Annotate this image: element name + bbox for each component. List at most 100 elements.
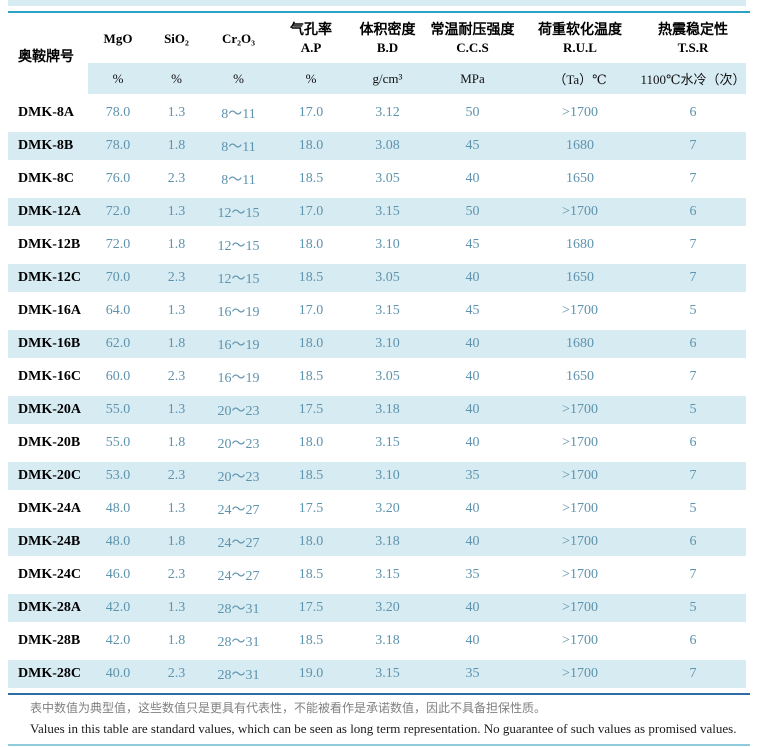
value-cell-sio2: 1.8 — [167, 435, 186, 450]
value-cell-rul: 1680 — [566, 237, 594, 252]
value-cell-mgo: 48.0 — [105, 534, 131, 549]
value-cell-mgo: 42.0 — [105, 600, 131, 615]
value-cell-bd: 3.15 — [375, 435, 400, 450]
value-cell-tsr: 7 — [689, 171, 697, 186]
value-cell-mgo: 42.0 — [105, 633, 131, 648]
value-cell-mgo: 76.0 — [105, 171, 131, 186]
table-header: 奥鞍牌号 MgO SiO₂ Cr₂O₃ 气孔率 — [8, 18, 746, 94]
value-cell-sio2: 1.3 — [167, 600, 186, 615]
unit-cell: 1100℃水冷（次） — [640, 63, 746, 94]
value-cell-tsr: 7 — [689, 666, 697, 681]
value-cell-cr2o3: 20～23 — [217, 404, 260, 419]
grade-cell: DMK-28A — [18, 600, 81, 615]
column-header-abbr: R.U.L — [563, 40, 597, 55]
value-cell-ccs: 35 — [465, 567, 480, 582]
value-cell-tsr: 5 — [689, 501, 697, 516]
value-cell-cr2o3: 28～31 — [217, 668, 260, 683]
table-row: DMK-12C 70.0 2.3 12～15 18.5 3.05 40 1650… — [8, 264, 746, 292]
table-row: DMK-8A 78.0 1.3 8～11 17.0 3.12 50 >1700 … — [8, 99, 746, 127]
value-cell-ap: 18.0 — [298, 336, 324, 351]
grade-cell: DMK-12A — [18, 204, 81, 219]
value-cell-tsr: 6 — [689, 435, 697, 450]
value-cell-bd: 3.15 — [375, 303, 400, 318]
value-cell-rul: 1650 — [566, 171, 594, 186]
table-row: DMK-12B 72.0 1.8 12～15 18.0 3.10 45 1680… — [8, 231, 746, 259]
unit-cell: % — [205, 63, 272, 94]
value-cell-bd: 3.20 — [375, 501, 400, 516]
value-cell-ccs: 40 — [465, 402, 480, 417]
grade-cell: DMK-12C — [18, 270, 81, 285]
value-cell-cr2o3: 12～15 — [217, 239, 260, 254]
column-header-abbr: A.P — [300, 40, 322, 55]
value-cell-mgo: 62.0 — [105, 336, 131, 351]
grade-cell: DMK-16C — [18, 369, 81, 384]
value-cell-sio2: 2.3 — [167, 468, 186, 483]
grade-cell: DMK-8C — [18, 171, 74, 186]
value-cell-cr2o3: 28～31 — [217, 635, 260, 650]
value-cell-ccs: 45 — [465, 303, 480, 318]
value-cell-ccs: 50 — [465, 204, 480, 219]
value-cell-sio2: 1.8 — [167, 534, 186, 549]
table-row: DMK-24B 48.0 1.8 24～27 18.0 3.18 40 >170… — [8, 528, 746, 556]
unit-cell: （Ta）℃ — [520, 63, 640, 94]
value-cell-ap: 18.0 — [298, 237, 324, 252]
value-cell-ccs: 40 — [465, 501, 480, 516]
value-cell-bd: 3.10 — [375, 237, 400, 252]
value-cell-cr2o3: 24～27 — [217, 536, 260, 551]
table-row: DMK-16C 60.0 2.3 16～19 18.5 3.05 40 1650… — [8, 363, 746, 391]
table-row: DMK-16B 62.0 1.8 16～19 18.0 3.10 40 1680… — [8, 330, 746, 358]
value-cell-tsr: 6 — [689, 336, 697, 351]
column-header: 气孔率 A.P — [272, 18, 350, 58]
value-cell-ap: 18.5 — [298, 270, 324, 285]
grade-cell: DMK-28B — [18, 633, 81, 648]
grade-cell: DMK-12B — [18, 237, 81, 252]
column-header: MgO — [88, 18, 148, 58]
value-cell-ap: 17.0 — [298, 303, 324, 318]
value-cell-rul: >1700 — [562, 303, 598, 318]
grade-cell: DMK-8A — [18, 105, 74, 120]
value-cell-mgo: 48.0 — [105, 501, 131, 516]
value-cell-bd: 3.18 — [375, 402, 400, 417]
value-cell-ap: 17.0 — [298, 105, 324, 120]
value-cell-ccs: 40 — [465, 171, 480, 186]
value-cell-mgo: 40.0 — [105, 666, 131, 681]
value-cell-sio2: 1.8 — [167, 336, 186, 351]
value-cell-rul: >1700 — [562, 402, 598, 417]
grade-cell: DMK-24B — [18, 534, 81, 549]
value-cell-cr2o3: 16～19 — [217, 305, 260, 320]
value-cell-ccs: 40 — [465, 336, 480, 351]
column-header-abbr: SiO₂ — [164, 30, 189, 46]
value-cell-mgo: 53.0 — [105, 468, 131, 483]
column-header: 常温耐压强度 C.C.S — [425, 18, 520, 58]
column-header-cn: 荷重软化温度 — [538, 21, 622, 37]
value-cell-rul: 1650 — [566, 369, 594, 384]
value-cell-sio2: 2.3 — [167, 171, 186, 186]
table-row: DMK-24C 46.0 2.3 24～27 18.5 3.15 35 >170… — [8, 561, 746, 589]
value-cell-ap: 18.5 — [298, 171, 324, 186]
value-cell-tsr: 5 — [689, 303, 697, 318]
table-row: DMK-12A 72.0 1.3 12～15 17.0 3.15 50 >170… — [8, 198, 746, 226]
value-cell-tsr: 7 — [689, 567, 697, 582]
grade-cell: DMK-8B — [18, 138, 74, 153]
value-cell-cr2o3: 12～15 — [217, 272, 260, 287]
value-cell-cr2o3: 8～11 — [221, 107, 256, 122]
value-cell-ccs: 45 — [465, 237, 480, 252]
value-cell-sio2: 1.8 — [167, 237, 186, 252]
value-cell-rul: 1680 — [566, 138, 594, 153]
column-header: 荷重软化温度 R.U.L — [520, 18, 640, 58]
column-header-cn: 体积密度 — [359, 21, 416, 37]
table-row: DMK-24A 48.0 1.3 24～27 17.5 3.20 40 >170… — [8, 495, 746, 523]
value-cell-rul: >1700 — [562, 534, 598, 549]
unit-cell: % — [88, 63, 148, 94]
value-cell-bd: 3.10 — [375, 336, 400, 351]
value-cell-bd: 3.12 — [375, 105, 400, 120]
value-cell-cr2o3: 20～23 — [217, 470, 260, 485]
value-cell-tsr: 6 — [689, 105, 697, 120]
column-header-cn: 气孔率 — [290, 21, 332, 37]
value-cell-cr2o3: 8～11 — [221, 173, 256, 188]
value-cell-sio2: 2.3 — [167, 567, 186, 582]
value-cell-bd: 3.15 — [375, 666, 400, 681]
value-cell-rul: >1700 — [562, 105, 598, 120]
value-cell-tsr: 6 — [689, 534, 697, 549]
value-cell-cr2o3: 20～23 — [217, 437, 260, 452]
